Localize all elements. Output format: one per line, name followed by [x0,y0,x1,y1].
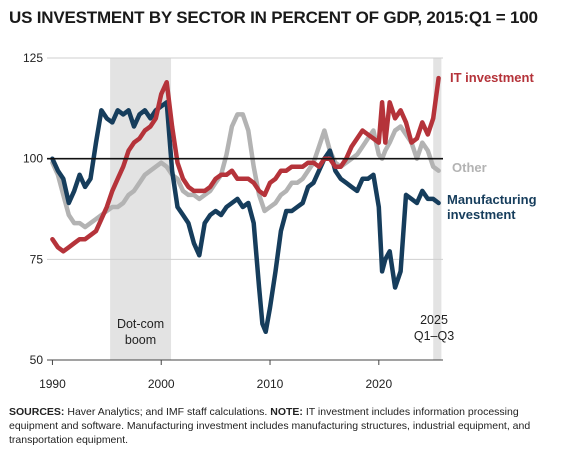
series-label-0: Other [452,160,487,175]
x-tick-label: 2000 [148,377,175,391]
dotcom-annotation: boom [125,333,156,347]
period-2025-annotation: Q1–Q3 [414,329,454,343]
series-line-2 [50,75,441,254]
footnote: SOURCES: Haver Analytics; and IMF staff … [9,405,559,447]
y-tick-label: 125 [23,51,43,65]
note-label: NOTE: [270,406,303,418]
shaded-period-1 [433,58,442,360]
dotcom-annotation: Dot-com [117,317,164,331]
series-label-1: investment [447,207,516,222]
series-label-2: IT investment [450,70,534,85]
sources-label: SOURCES: [9,406,65,418]
y-tick-label: 50 [30,353,44,367]
y-tick-label: 75 [30,252,44,266]
period-2025-annotation: 2025 [420,313,448,327]
note-text: IT investment includes information proce… [9,406,531,446]
x-tick-label: 2020 [365,377,392,391]
chart-title: US INVESTMENT BY SECTOR IN PERCENT OF GD… [9,8,538,27]
sources-text: Haver Analytics; and IMF staff calculati… [64,406,271,418]
series-label-1: Manufacturing [447,192,537,207]
series-line-0 [50,112,441,230]
series-line-1 [50,100,441,335]
y-tick-label: 100 [23,152,43,166]
line-chart: 50 75 100 125 1990 2000 2010 2020 Dot-com boom 202… [23,51,537,391]
x-tick-label: 2010 [257,377,284,391]
x-tick-label: 1990 [39,377,66,391]
